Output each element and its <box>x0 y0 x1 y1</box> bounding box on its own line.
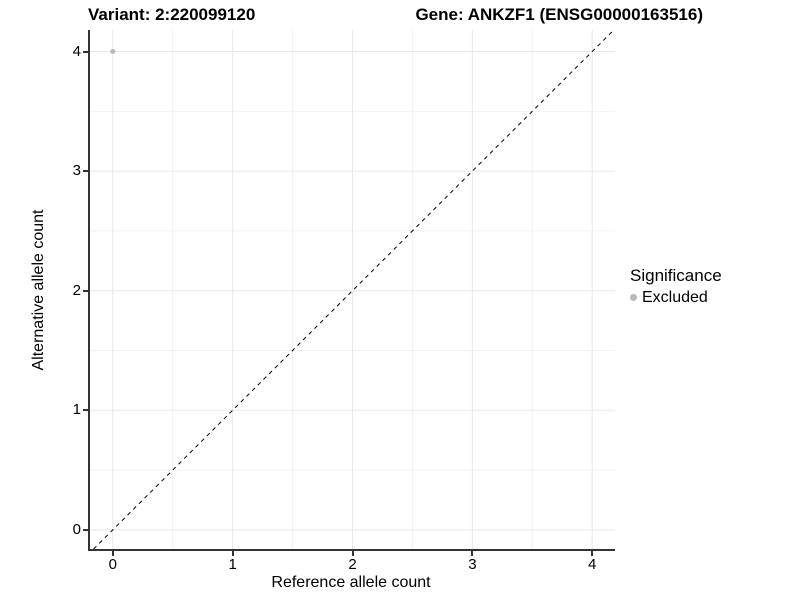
x-tick-mark <box>351 551 354 556</box>
x-tick-label: 2 <box>348 556 357 573</box>
variant-title: Variant: 2:220099120 <box>88 5 256 24</box>
y-tick-mark <box>83 289 88 292</box>
legend-point-icon <box>630 294 637 301</box>
y-tick-label: 1 <box>72 401 81 419</box>
y-tick-mark <box>83 409 88 412</box>
x-tick-mark <box>231 551 234 556</box>
gene-title: Gene: ANKZF1 (ENSG00000163516) <box>415 5 703 24</box>
x-tick-label: 3 <box>468 556 477 573</box>
identity-reference-line <box>93 30 615 549</box>
data-point <box>110 49 116 55</box>
legend-title: Significance <box>630 266 722 285</box>
plot-panel <box>88 30 615 551</box>
legend-item-excluded: Excluded <box>630 288 722 307</box>
x-tick-label: 0 <box>108 556 117 573</box>
x-tick-mark <box>471 551 474 556</box>
plot-area-svg <box>90 30 615 549</box>
x-tick-mark <box>111 551 114 556</box>
x-tick-label: 4 <box>588 556 597 573</box>
x-tick-mark <box>591 551 594 556</box>
y-tick-label: 0 <box>72 520 81 538</box>
legend-item-label: Excluded <box>642 289 708 306</box>
y-tick-mark <box>83 528 88 531</box>
y-tick-mark <box>83 50 88 53</box>
y-tick-label: 4 <box>72 42 81 60</box>
y-tick-label: 3 <box>72 162 81 180</box>
plot-title-row: Variant: 2:220099120 Gene: ANKZF1 (ENSG0… <box>88 5 703 25</box>
y-tick-mark <box>83 170 88 173</box>
y-tick-label: 2 <box>72 281 81 299</box>
y-axis-title: Alternative allele count <box>30 209 47 371</box>
x-axis-title: Reference allele count <box>271 574 431 591</box>
legend: Significance Excluded <box>630 266 722 307</box>
x-tick-label: 1 <box>228 556 237 573</box>
